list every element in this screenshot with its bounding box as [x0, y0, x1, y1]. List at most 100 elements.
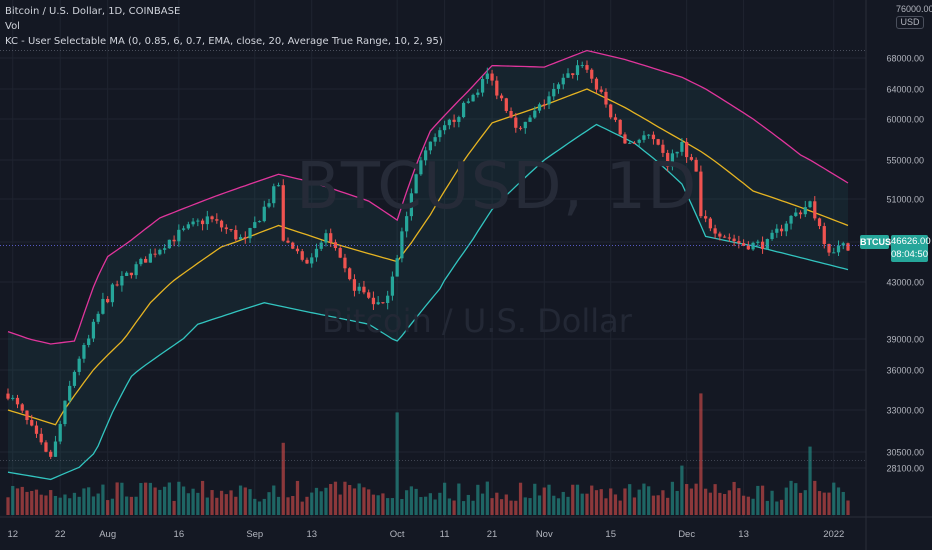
volume-bar: [737, 488, 741, 515]
volume-bar: [248, 489, 252, 515]
volume-bar: [846, 500, 850, 515]
volume-bar: [381, 493, 385, 515]
volume-bar: [167, 482, 171, 515]
candle-body: [115, 284, 119, 286]
volume-bar: [632, 497, 637, 515]
candle-body: [685, 141, 689, 158]
y-tick-label: 43000.00: [886, 278, 924, 288]
volume-bar: [153, 487, 157, 515]
volume-bar: [106, 500, 110, 515]
legend-indicator[interactable]: KC - User Selectable MA (0, 0.85, 6, 0.7…: [5, 36, 443, 47]
candle-body: [272, 186, 276, 204]
volume-bar: [794, 483, 798, 515]
volume-bar: [44, 495, 48, 515]
bar-countdown: 08:04:50: [891, 249, 928, 260]
candle-body: [44, 442, 48, 452]
volume-bar: [789, 480, 793, 515]
x-tick-label: 22: [55, 529, 66, 540]
candle-body: [371, 297, 376, 305]
candle-body: [291, 242, 295, 249]
candle-body: [295, 248, 300, 252]
legend-volume[interactable]: Vol: [5, 21, 20, 32]
y-tick-label: 51000.00: [886, 195, 924, 205]
candle-body: [68, 385, 72, 401]
volume-bar: [77, 496, 81, 515]
candle-body: [25, 410, 29, 421]
candle-body: [381, 302, 385, 304]
candle-body: [604, 91, 608, 105]
volume-bar: [305, 496, 309, 515]
candle-body: [106, 298, 110, 303]
candle-body: [333, 242, 338, 249]
candle-body: [746, 245, 750, 250]
volume-bar: [765, 500, 769, 515]
candle-body: [205, 216, 209, 225]
volume-bar: [651, 495, 656, 515]
candle-body: [39, 433, 43, 443]
candle-body: [376, 302, 380, 305]
candle-body: [53, 441, 58, 457]
volume-bar: [518, 482, 523, 515]
volume-bar: [186, 493, 190, 515]
volume-bar: [556, 498, 561, 515]
currency-selector[interactable]: 76000.00 USD: [896, 4, 932, 29]
candle-body: [34, 425, 39, 434]
y-tick-label: 60000.00: [886, 115, 924, 125]
candle-body: [741, 243, 746, 246]
candle-body: [628, 142, 632, 144]
volume-bar: [419, 497, 423, 515]
volume-bar: [618, 500, 622, 515]
candle-body: [77, 358, 81, 372]
volume-bar: [215, 497, 219, 515]
candle-body: [461, 102, 466, 118]
volume-bar: [822, 492, 826, 515]
upper-band-line: [7, 49, 849, 345]
candle-body: [405, 216, 409, 232]
candle-body: [134, 264, 138, 276]
x-tick-label: 2022: [823, 529, 844, 540]
volume-bar: [718, 492, 722, 515]
volume-bar: [30, 490, 34, 515]
candle-body: [419, 160, 423, 175]
volume-bar: [376, 495, 380, 515]
x-tick-label: 13: [306, 529, 317, 540]
x-tick-label: 21: [487, 529, 498, 540]
candle-body: [466, 101, 470, 103]
candle-body: [196, 220, 200, 222]
candle-body: [722, 236, 727, 238]
volume-bar: [490, 498, 494, 515]
candle-body: [281, 185, 285, 241]
volume-bar: [675, 490, 679, 515]
y-tick-label: 28100.00: [886, 464, 924, 474]
candle-body: [49, 451, 53, 457]
volume-bar: [267, 492, 271, 515]
volume-bar: [708, 492, 712, 515]
volume-bar: [34, 489, 39, 515]
candle-body: [215, 219, 219, 221]
y-tick-label: 68000.00: [886, 54, 924, 64]
candle-body: [689, 157, 694, 160]
candle-body: [666, 152, 670, 167]
volume-bar: [386, 498, 390, 515]
volume-bar: [571, 484, 575, 515]
legend-symbol[interactable]: Bitcoin / U.S. Dollar, 1D, COINBASE: [5, 6, 181, 17]
volume-bar: [134, 496, 138, 515]
candle-body: [30, 420, 34, 426]
volume-bar: [329, 484, 333, 515]
volume-bar: [96, 493, 100, 515]
candle-body: [395, 258, 399, 277]
volume-bar: [428, 493, 432, 515]
candle-body: [485, 73, 489, 79]
volume-bar: [442, 482, 447, 515]
candle-body: [533, 110, 537, 118]
volume-bar: [613, 494, 618, 515]
volume-bar: [594, 490, 599, 515]
candle-body: [11, 397, 15, 399]
volume-bar: [713, 484, 717, 515]
candle-body: [191, 221, 195, 225]
volume-bar: [741, 495, 746, 515]
volume-bar: [129, 496, 134, 515]
candle-body: [442, 125, 447, 131]
volume-bar: [514, 500, 518, 515]
